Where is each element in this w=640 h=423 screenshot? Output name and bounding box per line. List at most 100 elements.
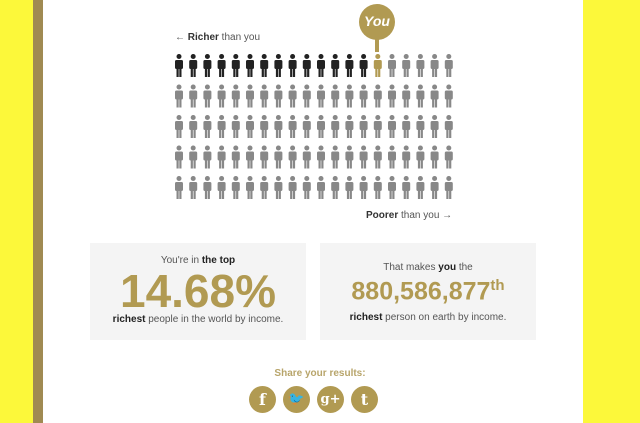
page-panel — [43, 0, 583, 423]
person-figure — [288, 84, 297, 108]
person-figure — [345, 84, 354, 108]
person-figure — [359, 54, 368, 77]
person-figure — [231, 176, 240, 199]
person-figure — [189, 176, 198, 199]
person-figure — [345, 176, 354, 199]
card-outro: richest person on earth by income. — [349, 312, 507, 324]
person-figure — [260, 115, 269, 138]
person-figure — [317, 84, 325, 108]
person-figure — [246, 176, 254, 199]
person-figure — [331, 115, 340, 138]
person-figure — [402, 84, 411, 108]
person-figure — [416, 176, 425, 199]
person-figure — [231, 54, 240, 77]
person-figure — [246, 54, 254, 77]
person-figure — [274, 176, 283, 199]
person-figure — [331, 145, 340, 169]
person-figure — [402, 176, 411, 199]
person-figure — [260, 176, 269, 199]
person-figure — [288, 145, 297, 169]
person-figure — [175, 84, 183, 108]
person-figure — [274, 145, 283, 169]
person-figure — [373, 115, 382, 138]
person-figure — [231, 145, 240, 169]
person-figure — [302, 84, 311, 108]
person-figure — [373, 145, 382, 169]
person-figure — [444, 145, 453, 169]
side-strip — [33, 0, 43, 423]
person-you — [373, 54, 382, 77]
person-figure — [288, 54, 297, 77]
person-figure — [402, 54, 411, 77]
person-figure — [189, 54, 198, 77]
person-figure — [416, 84, 425, 108]
person-figure — [388, 54, 396, 77]
person-figure — [302, 145, 311, 169]
person-figure — [430, 84, 439, 108]
person-figure — [317, 54, 325, 77]
top-percent-value: 14.68% — [119, 265, 276, 317]
person-figure — [217, 176, 226, 199]
person-figure — [217, 145, 226, 169]
person-figure — [203, 176, 212, 199]
person-figure — [203, 145, 212, 169]
person-figure — [260, 54, 269, 77]
person-figure — [217, 54, 226, 77]
google-plus-icon[interactable]: g+ — [317, 386, 344, 413]
facebook-icon[interactable]: f — [249, 386, 276, 413]
person-figure — [359, 84, 368, 108]
person-figure — [345, 115, 354, 138]
tumblr-icon[interactable]: t — [351, 386, 378, 413]
person-figure — [430, 54, 439, 77]
person-figure — [317, 145, 325, 169]
person-figure — [373, 84, 382, 108]
person-figure — [260, 84, 269, 108]
person-figure — [175, 145, 183, 169]
person-figure — [430, 115, 439, 138]
you-pin — [375, 38, 379, 52]
person-figure — [302, 176, 311, 199]
person-figure — [260, 145, 269, 169]
person-figure — [331, 176, 340, 199]
rank-card: That makes you the 880,586,877th richest… — [320, 243, 536, 340]
person-figure — [388, 84, 396, 108]
person-figure — [416, 54, 425, 77]
person-figure — [331, 84, 340, 108]
you-marker: You — [359, 4, 395, 40]
person-figure — [246, 84, 254, 108]
twitter-icon[interactable]: 🐦 — [283, 386, 310, 413]
person-figure — [203, 84, 212, 108]
person-figure — [274, 84, 283, 108]
person-figure — [175, 176, 183, 199]
card-outro: richest people in the world by income. — [112, 314, 284, 325]
person-figure — [231, 115, 240, 138]
person-figure — [288, 115, 297, 138]
person-figure — [444, 54, 453, 77]
person-figure — [444, 115, 453, 138]
person-figure — [246, 115, 254, 138]
person-figure — [175, 54, 183, 77]
person-figure — [274, 115, 283, 138]
person-figure — [189, 145, 198, 169]
person-figure — [345, 145, 354, 169]
person-figure — [246, 145, 254, 169]
card-intro: You're in the top — [160, 255, 236, 266]
person-figure — [388, 145, 396, 169]
card-intro: That makes you the — [383, 262, 473, 273]
person-figure — [359, 145, 368, 169]
person-figure — [388, 176, 396, 199]
person-figure — [317, 176, 325, 199]
person-figure — [444, 84, 453, 108]
person-figure — [430, 176, 439, 199]
person-figure — [416, 145, 425, 169]
person-figure — [388, 115, 396, 138]
person-figure — [189, 84, 198, 108]
people-grid — [175, 54, 453, 199]
person-figure — [217, 84, 226, 108]
person-figure — [373, 176, 382, 199]
share-label: Share your results: — [274, 368, 366, 379]
person-figure — [302, 115, 311, 138]
person-figure — [430, 145, 439, 169]
person-figure — [331, 54, 340, 77]
person-figure — [317, 115, 325, 138]
